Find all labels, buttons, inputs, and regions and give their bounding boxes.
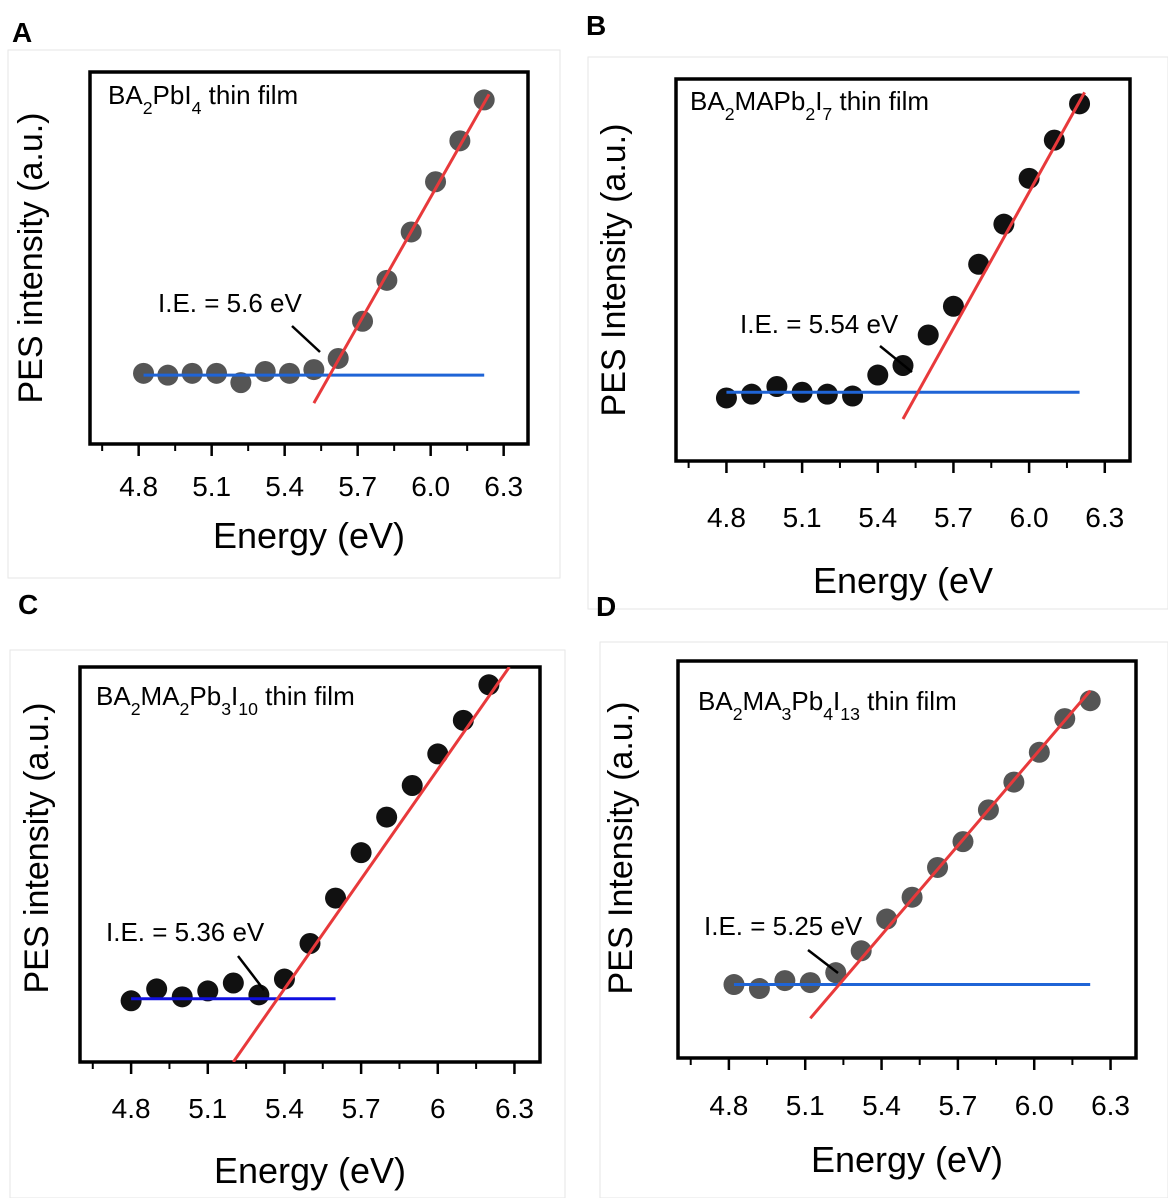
data-point (427, 743, 449, 765)
x-tick-label: 6.3 (1091, 1090, 1130, 1121)
annotation-leader (237, 955, 265, 991)
panel-letter: A (12, 17, 32, 48)
onset-fit-line (232, 667, 511, 1062)
x-tick-label: 6.3 (484, 471, 523, 502)
x-tick-label: 4.8 (707, 502, 746, 533)
panel-d: 4.8 5.1 5.4 5.7 6.0 6.3 Energy (eV) PES Intensi… (596, 591, 1168, 1198)
panel-background (9, 649, 566, 1198)
onset-fit-line (312, 93, 491, 404)
panel-background (587, 56, 1168, 610)
data-point (816, 383, 838, 405)
data-point (197, 980, 219, 1002)
panel-c: 4.8 5.1 5.4 5.7 6 6.3 Energy (eV) PES intensity… (9, 589, 566, 1198)
x-tick-label: 5.7 (934, 502, 973, 533)
panel-b: 4.8 5.1 5.4 5.7 6.0 6.3 Energy (eV PES Intensit… (586, 10, 1168, 610)
panel-a: 4.8 5.1 5.4 5.7 6.0 6.3 Energy (eV) PES intensi… (7, 17, 561, 579)
x-tick-label: 5.4 (265, 471, 304, 502)
x-tick-label: 6 (430, 1093, 446, 1124)
data-point (350, 842, 372, 864)
data-point (850, 940, 872, 962)
data-point (171, 986, 193, 1008)
onset-fit-line (901, 91, 1086, 420)
data-point (146, 978, 168, 1000)
x-tick-label: 6.0 (1010, 502, 1049, 533)
x-tick-label: 5.4 (858, 502, 897, 533)
data-point (968, 253, 990, 275)
panel-letter: D (596, 591, 616, 622)
data-point (133, 362, 155, 384)
data-point (842, 385, 864, 407)
x-tick-label: 4.8 (119, 471, 158, 502)
x-tick-label: 5.7 (342, 1093, 381, 1124)
data-point (325, 887, 347, 909)
panel-title: BA2PbI4 thin film (108, 80, 298, 118)
data-point (273, 968, 295, 990)
x-tick-label: 5.1 (192, 471, 231, 502)
data-point (741, 383, 763, 405)
x-tick-label: 6.0 (411, 471, 450, 502)
data-point (254, 360, 276, 382)
annotation-leader (807, 949, 839, 974)
x-tick-label: 4.8 (112, 1093, 151, 1124)
panel-title: BA2MAPb2I7 thin film (690, 86, 929, 124)
plot-frame (78, 665, 542, 1064)
plot-frame (88, 70, 530, 446)
x-tick-label: 5.7 (938, 1090, 977, 1121)
data-point (376, 806, 398, 828)
y-axis-label: PES intensity (a.u.) (12, 112, 50, 403)
data-point (248, 984, 270, 1006)
data-point (799, 972, 821, 994)
x-tick-label: 5.1 (783, 502, 822, 533)
data-point (867, 364, 889, 386)
ionization-energy-annotation: I.E. = 5.36 eV (106, 917, 265, 947)
data-point (303, 359, 325, 381)
data-point (230, 372, 252, 394)
panel-title: BA2MA3Pb4I13 thin film (698, 686, 957, 724)
x-tick-label: 5.1 (786, 1090, 825, 1121)
plot-frame (676, 659, 1138, 1060)
data-point (942, 295, 964, 317)
x-tick-label: 6.3 (495, 1093, 534, 1124)
panel-letter: C (18, 589, 38, 620)
ionization-energy-annotation: I.E. = 5.54 eV (740, 309, 899, 339)
data-point (299, 933, 321, 954)
plot-frame (674, 77, 1132, 463)
y-axis-label: PES Intensity (a.u.) (595, 124, 633, 417)
annotation-leader (291, 325, 321, 353)
ionization-energy-annotation: I.E. = 5.6 eV (158, 288, 302, 318)
x-axis-label: Energy (eV) (213, 515, 405, 556)
x-axis-label: Energy (eV (813, 560, 993, 601)
data-point (917, 324, 939, 346)
panel-title: BA2MA2Pb3I10 thin film (96, 681, 355, 719)
data-point (715, 387, 737, 409)
data-point (120, 990, 142, 1012)
panel-letter: B (586, 10, 606, 41)
data-point (279, 362, 301, 384)
data-point (401, 775, 423, 796)
x-tick-label: 5.4 (265, 1093, 304, 1124)
x-tick-label: 5.7 (338, 471, 377, 502)
data-point (774, 970, 796, 992)
x-tick-label: 6.0 (1015, 1090, 1054, 1121)
data-point (181, 362, 203, 384)
ionization-energy-annotation: I.E. = 5.25 eV (704, 911, 863, 941)
x-tick-label: 6.3 (1085, 502, 1124, 533)
onset-fit-line (809, 689, 1092, 1020)
x-axis-label: Energy (eV) (214, 1150, 406, 1191)
x-axis-label: Energy (eV) (811, 1139, 1003, 1180)
y-axis-label: PES Intensity (a.u.) (602, 702, 640, 995)
data-point (222, 972, 244, 994)
data-point (766, 376, 788, 398)
x-tick-label: 5.1 (188, 1093, 227, 1124)
data-point (748, 978, 770, 1000)
x-tick-label: 5.4 (862, 1090, 901, 1121)
x-tick-label: 4.8 (709, 1090, 748, 1121)
y-axis-label: PES intensity (a.u.) (18, 702, 56, 993)
data-point (206, 362, 228, 384)
annotation-leader (879, 345, 913, 373)
